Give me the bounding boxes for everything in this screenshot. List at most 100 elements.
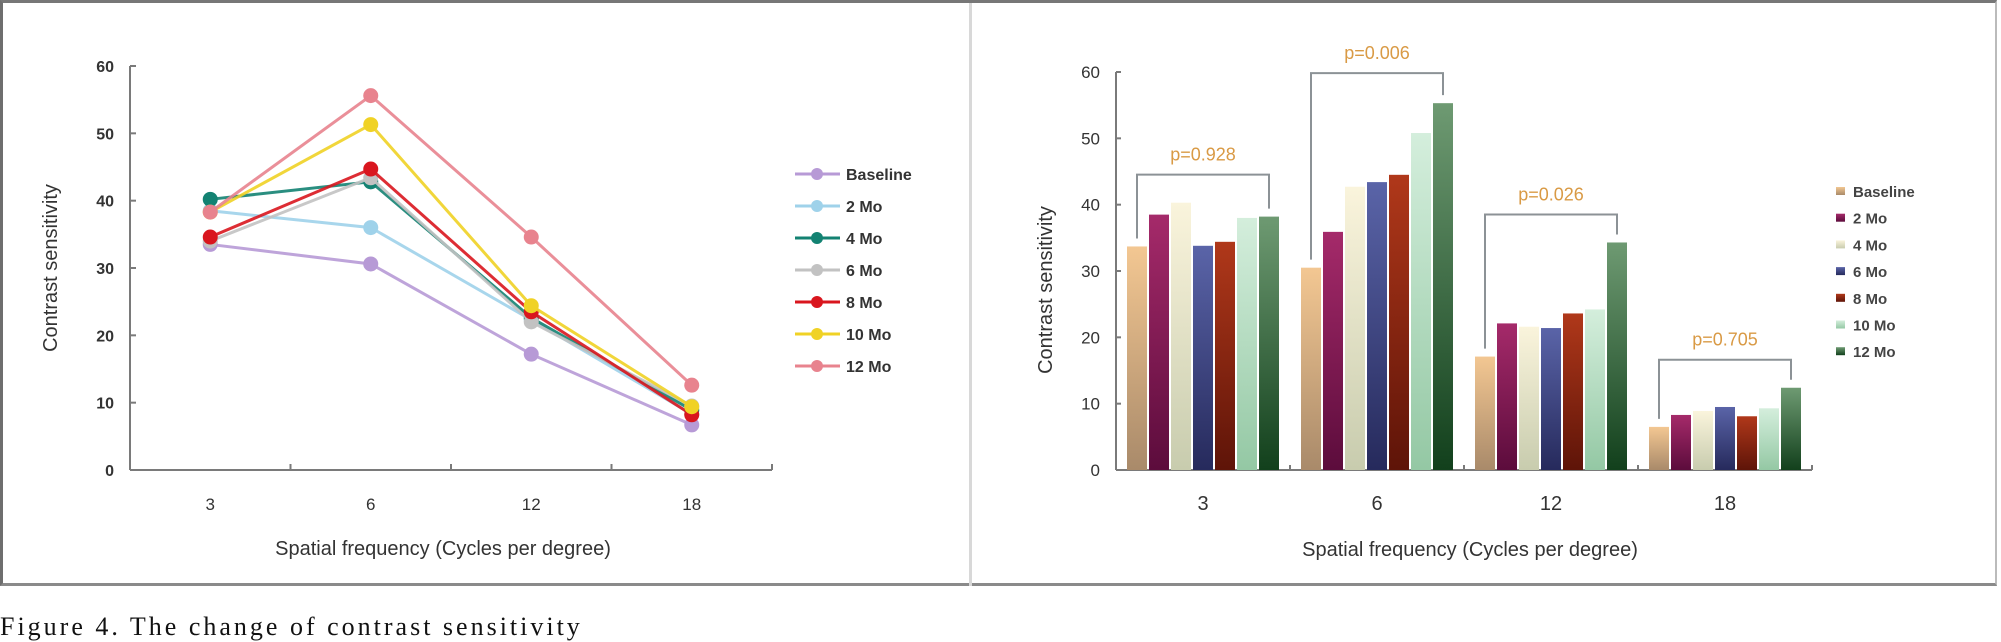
bar-chart-x-axis-title: Spatial frequency (Cycles per degree) [1302, 539, 1638, 561]
bar-chart-legend: Baseline 2 Mo 4 Mo 6 Mo 8 Mo 10 Mo 12 Mo [1836, 184, 1915, 361]
bracket-line [1310, 72, 1444, 260]
bar-4-mo [1345, 186, 1365, 471]
legend-marker [811, 200, 823, 212]
line-chart-series [202, 88, 700, 433]
bar-6-mo [1367, 182, 1387, 470]
legend-marker [811, 296, 823, 308]
bar-8-mo [1389, 174, 1409, 471]
bar-baseline [1127, 246, 1147, 470]
data-point [684, 399, 700, 415]
significance-bracket: p=0.928 [1136, 145, 1270, 239]
legend-item: Baseline [795, 167, 912, 184]
bar-chart-y-axis-title: Contrast sensitivity [1035, 206, 1057, 374]
bar-6-mo [1715, 406, 1735, 470]
legend-label: 4 Mo [1853, 237, 1887, 254]
bar-baseline [1301, 267, 1321, 470]
legend-label: 2 Mo [846, 199, 883, 216]
bar-2-mo [1149, 214, 1169, 470]
legend-marker [811, 232, 823, 244]
bar-baseline [1475, 356, 1495, 470]
series-line [210, 242, 693, 427]
legend-label: 8 Mo [846, 295, 883, 312]
legend-item: 8 Mo [795, 295, 883, 312]
bar-8-mo [1563, 313, 1583, 470]
y-tick-label: 30 [1081, 262, 1100, 281]
legend-label: 12 Mo [1853, 344, 1896, 361]
y-tick-label: 50 [96, 126, 114, 143]
bracket-line [1658, 358, 1792, 419]
legend-swatch [1836, 320, 1845, 329]
legend-swatch [1836, 267, 1845, 276]
bar-6-mo [1541, 328, 1561, 470]
bar-group-3 [1127, 202, 1279, 470]
legend-swatch [1836, 240, 1845, 249]
figure-frame [0, 0, 1997, 586]
series-12-mo [202, 88, 700, 393]
y-tick-label: 20 [96, 328, 114, 345]
data-point [363, 117, 379, 133]
legend-label: 10 Mo [1853, 318, 1896, 335]
x-tick-label: 12 [522, 495, 541, 514]
figure-caption: Figure 4. The change of contrast sensiti… [0, 612, 583, 641]
bar-12-mo [1433, 103, 1453, 470]
legend-marker [811, 328, 823, 340]
legend-item: 10 Mo [1836, 318, 1896, 335]
legend-label: 12 Mo [846, 359, 892, 376]
y-tick-label: 20 [1081, 328, 1100, 347]
y-tick-label: 50 [1081, 129, 1100, 148]
x-tick-label: 6 [1371, 493, 1382, 515]
legend-marker [811, 264, 823, 276]
bar-2-mo [1323, 231, 1343, 470]
bar-4-mo [1519, 326, 1539, 470]
legend-item: 6 Mo [1836, 264, 1887, 281]
data-point [523, 298, 539, 314]
legend-swatch [1836, 213, 1845, 222]
p-value-label: p=0.026 [1518, 184, 1584, 204]
legend-label: Baseline [1853, 184, 1915, 201]
p-value-label: p=0.928 [1170, 145, 1236, 165]
legend-swatch [1836, 347, 1845, 356]
bar-group-6 [1301, 103, 1453, 471]
bar-chart-bars [1127, 103, 1801, 471]
significance-bracket: p=0.705 [1658, 330, 1792, 419]
bar-10-mo [1237, 217, 1257, 470]
series-line [209, 122, 693, 408]
legend-label: 6 Mo [846, 263, 883, 280]
legend-item: 2 Mo [795, 199, 883, 216]
p-value-label: p=0.705 [1692, 330, 1758, 350]
data-point [202, 191, 218, 207]
y-tick-label: 60 [1081, 63, 1100, 82]
bar-10-mo [1585, 309, 1605, 470]
bar-12-mo [1607, 242, 1627, 470]
data-point [202, 229, 218, 245]
data-point [684, 377, 700, 393]
bar-8-mo [1215, 241, 1235, 470]
bar-2-mo [1671, 414, 1691, 470]
legend-item: 2 Mo [1836, 211, 1887, 228]
x-tick-label: 18 [682, 495, 701, 514]
bar-8-mo [1737, 416, 1757, 470]
bar-2-mo [1497, 323, 1517, 470]
line-chart-x-axis-title: Spatial frequency (Cycles per degree) [275, 538, 611, 560]
bar-chart-significance-annotations: p=0.928 p=0.006 p=0.026 p=0.705 [1136, 43, 1792, 419]
panel-divider [969, 3, 972, 586]
bar-12-mo [1781, 387, 1801, 470]
x-tick-label: 3 [1197, 493, 1208, 515]
x-tick-label: 3 [206, 495, 215, 514]
legend-swatch [1836, 187, 1845, 195]
p-value-label: p=0.006 [1344, 43, 1410, 63]
legend-marker [811, 168, 823, 180]
legend-item: 6 Mo [795, 263, 883, 280]
legend-label: 4 Mo [846, 231, 883, 248]
legend-item: 10 Mo [795, 327, 892, 344]
legend-item: 4 Mo [795, 231, 883, 248]
y-tick-label: 60 [96, 59, 114, 76]
series-line [209, 167, 693, 417]
x-tick-label: 6 [366, 495, 375, 514]
y-tick-label: 40 [96, 194, 114, 211]
line-chart-legend: Baseline 2 Mo 4 Mo 6 Mo 8 Mo 10 Mo 12 Mo [795, 167, 912, 376]
x-tick-label: 18 [1714, 493, 1736, 515]
